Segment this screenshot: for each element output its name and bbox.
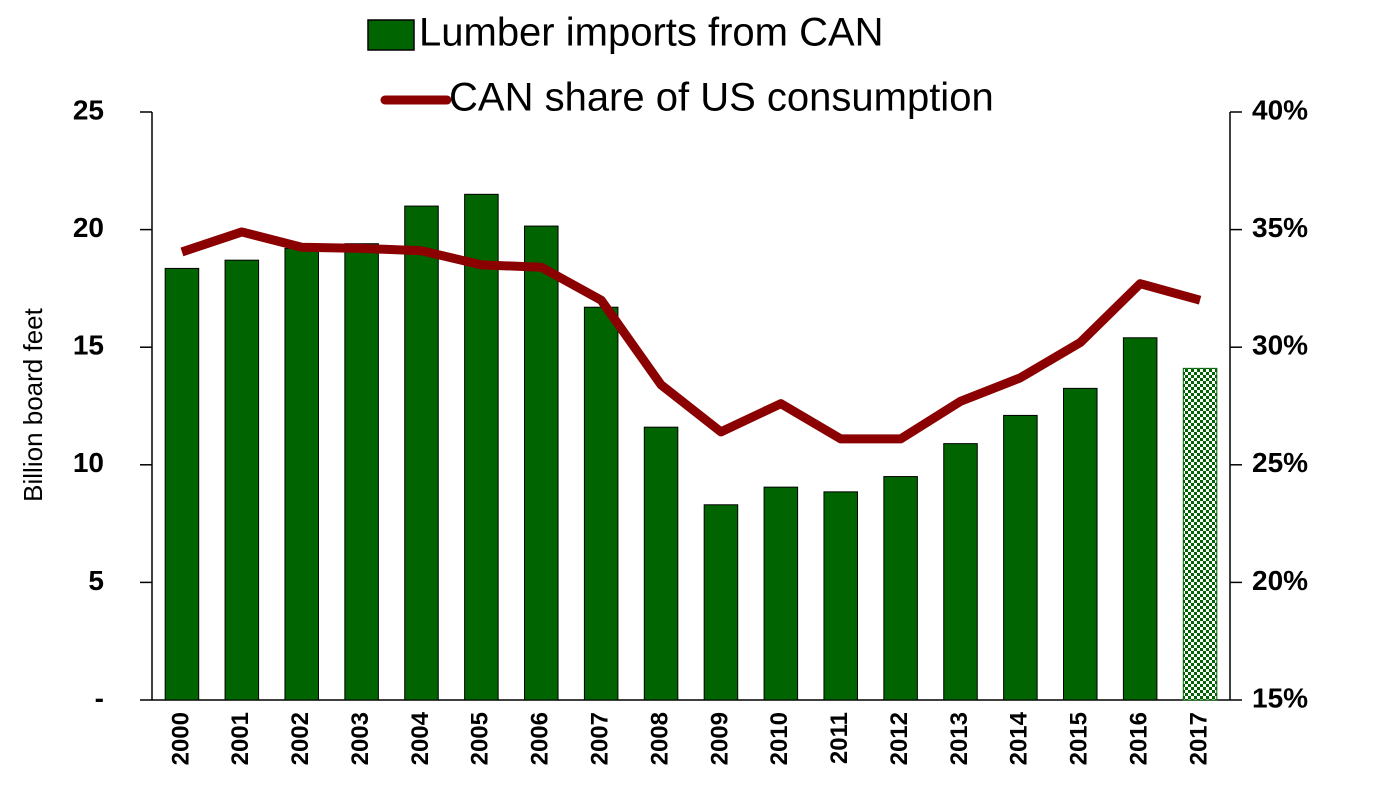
- x-tick-label: 2014: [1006, 711, 1033, 765]
- x-tick-label: 2007: [587, 712, 614, 765]
- bar: [404, 205, 439, 701]
- x-tick-label: 2004: [407, 711, 434, 765]
- x-tick-label: 2017: [1185, 712, 1212, 765]
- x-tick-label: 2001: [227, 712, 254, 765]
- y-axis-label: Billion board feet: [18, 307, 48, 501]
- bar: [763, 486, 799, 701]
- y-tick-label: 25: [73, 94, 104, 125]
- bar: [643, 426, 679, 701]
- bar: [1063, 387, 1098, 701]
- bar: [524, 225, 559, 701]
- bar: [164, 267, 200, 701]
- y2-tick-label: 30%: [1252, 330, 1308, 361]
- bar: [284, 247, 319, 701]
- y-tick-label: 20: [73, 212, 104, 243]
- x-tick-label: 2010: [766, 712, 793, 765]
- y2-tick-label: 25%: [1252, 447, 1308, 478]
- bar: [883, 476, 918, 701]
- x-tick-label: 2009: [706, 712, 733, 765]
- legend-label: CAN share of US consumption: [449, 76, 994, 120]
- x-tick-label: 2005: [467, 712, 494, 765]
- x-tick-label: 2002: [287, 712, 314, 765]
- bar: [464, 193, 499, 701]
- legend-label: Lumber imports from CAN: [419, 11, 884, 55]
- bar: [703, 504, 739, 701]
- y2-tick-label: 35%: [1252, 212, 1308, 243]
- y2-tick-label: 15%: [1252, 682, 1308, 713]
- x-tick-label: 2011: [826, 712, 853, 764]
- bar: [1182, 367, 1218, 701]
- bar: [943, 443, 978, 701]
- bar: [823, 491, 858, 701]
- legend-swatch: [367, 19, 415, 51]
- line: [180, 227, 1202, 444]
- x-tick-label: 2008: [646, 712, 673, 765]
- y-tick-label: 15: [73, 330, 104, 361]
- x-tick-label: 2012: [886, 712, 913, 765]
- y2-tick-label: 40%: [1252, 94, 1308, 125]
- y-tick-label: -: [95, 682, 104, 713]
- x-tick-label: 2016: [1126, 712, 1153, 765]
- x-tick-label: 2003: [347, 712, 374, 765]
- bar: [1003, 414, 1038, 701]
- bar: [583, 306, 619, 701]
- bar: [1122, 337, 1158, 701]
- y-tick-label: 5: [88, 565, 104, 596]
- x-tick-label: 2000: [167, 712, 194, 765]
- x-tick-label: 2013: [946, 712, 973, 765]
- y-tick-label: 10: [73, 447, 104, 478]
- bar: [224, 259, 260, 701]
- x-tick-label: 2015: [1066, 712, 1093, 765]
- y2-tick-label: 20%: [1252, 565, 1308, 596]
- x-tick-label: 2006: [527, 712, 554, 765]
- bar: [344, 243, 379, 701]
